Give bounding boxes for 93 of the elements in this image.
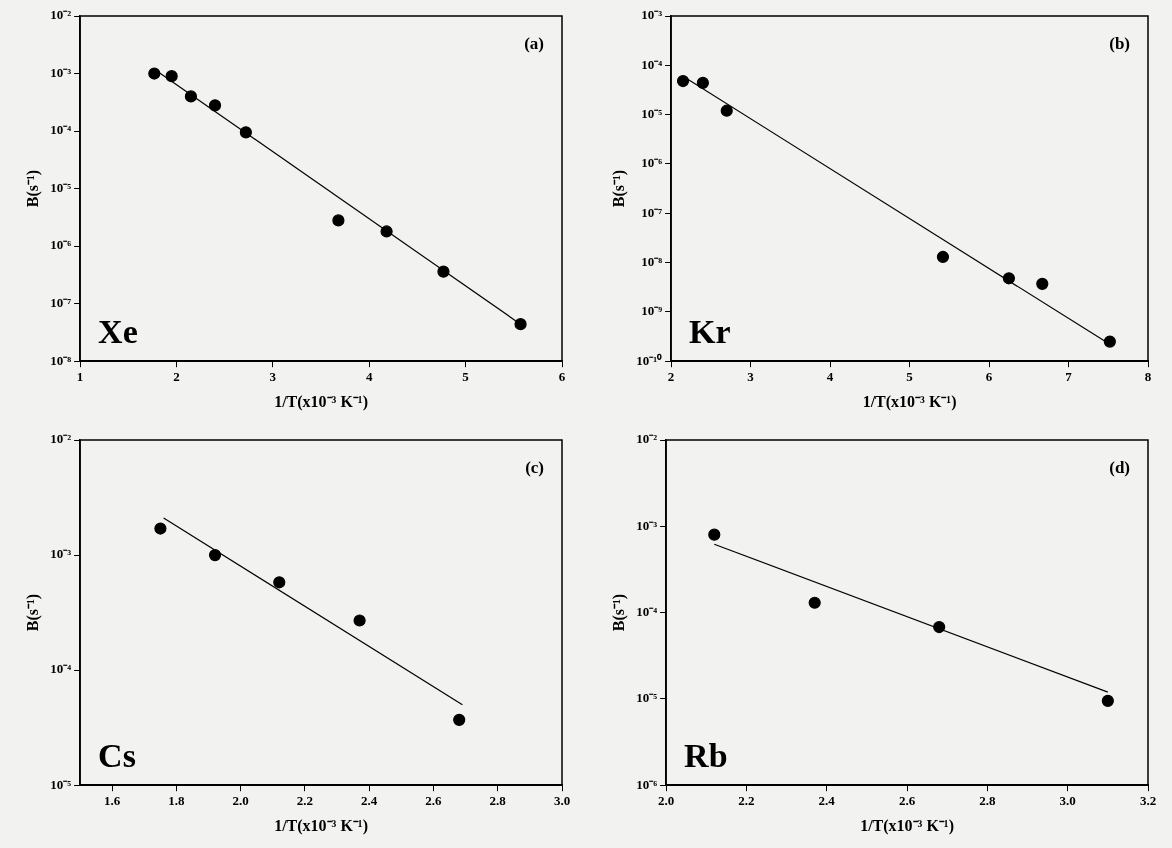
y-axis-title: B(s⁻¹) <box>23 169 42 208</box>
point <box>1036 277 1049 290</box>
point <box>353 614 366 627</box>
x-tick-label: 2 <box>173 369 180 385</box>
point <box>808 596 821 609</box>
y-axis-title: B(s⁻¹) <box>609 593 628 632</box>
point <box>936 250 950 264</box>
annotation: Xe <box>98 312 138 350</box>
x-tick-label: 5 <box>906 369 914 385</box>
point <box>148 67 161 80</box>
x-tick-label: 2.2 <box>738 793 755 809</box>
x-tick-label: 2 <box>667 369 675 385</box>
point <box>1002 272 1015 285</box>
point <box>453 713 466 726</box>
x-tick-label: 6 <box>985 369 993 385</box>
x-tick-label: 2.8 <box>979 793 996 809</box>
point <box>165 70 178 83</box>
y-tick-label: 10⁻⁶ <box>50 237 72 253</box>
x-axis-title: 1/T(x10⁻³ K⁻¹) <box>274 392 368 411</box>
point <box>720 104 733 117</box>
x-axis-title: 1/T(x10⁻³ K⁻¹) <box>860 816 954 835</box>
point <box>514 318 527 331</box>
point <box>380 225 393 238</box>
y-tick-label: 10⁻⁵ <box>50 179 72 195</box>
point <box>332 214 345 227</box>
point <box>208 99 222 112</box>
y-tick-label: 10⁻⁶ <box>641 155 663 171</box>
x-tick-label: 5 <box>462 369 470 385</box>
x-tick-label: 2.6 <box>425 793 443 809</box>
x-tick-label: 2.4 <box>361 793 378 809</box>
point <box>208 548 222 562</box>
y-tick-label: 10⁻³ <box>50 546 72 562</box>
y-tick-label: 10⁻² <box>50 431 72 447</box>
x-axis-title: 1/T(x10⁻³ K⁻¹) <box>274 816 368 835</box>
y-tick-label: 10⁻² <box>50 7 72 23</box>
y-tick-label: 10⁻⁵ <box>641 105 663 121</box>
x-tick-label: 1.6 <box>104 793 121 809</box>
point <box>933 620 946 634</box>
y-tick-label: 10⁻³ <box>641 7 663 23</box>
y-tick-label: 10⁻⁴ <box>50 122 72 138</box>
point <box>708 528 721 541</box>
x-tick-label: 2.4 <box>818 793 836 809</box>
x-tick-label: 2.0 <box>232 793 249 809</box>
y-tick-label: 10⁻⁵ <box>636 690 658 706</box>
y-tick-label: 10⁻⁸ <box>641 253 663 269</box>
x-tick-label: 3.0 <box>1059 793 1076 809</box>
point <box>437 265 450 278</box>
y-tick-label: 10⁻¹⁰ <box>636 352 663 368</box>
x-axis-title: 1/T(x10⁻³ K⁻¹) <box>862 392 957 411</box>
point <box>696 76 709 89</box>
y-tick-label: 10⁻⁴ <box>50 661 72 677</box>
x-tick-label: 3.2 <box>1139 793 1157 809</box>
x-tick-label: 2.0 <box>657 793 675 809</box>
y-tick-label: 10⁻³ <box>50 64 72 80</box>
y-axis-title: B(s⁻¹) <box>609 169 628 208</box>
y-tick-label: 10⁻³ <box>636 517 658 533</box>
point <box>1101 694 1114 707</box>
annotation: (b) <box>1109 33 1130 53</box>
point <box>273 576 286 589</box>
annotation: (c) <box>525 457 544 477</box>
y-tick-label: 10⁻² <box>636 431 658 447</box>
annotation: (a) <box>524 33 544 53</box>
x-tick-label: 4 <box>826 369 834 385</box>
point <box>184 90 198 103</box>
x-tick-label: 1.8 <box>168 793 186 809</box>
x-tick-label: 3 <box>269 369 277 385</box>
y-tick-label: 10⁻⁶ <box>636 776 658 792</box>
x-tick-label: 4 <box>365 369 373 385</box>
y-tick-label: 10⁻⁴ <box>636 603 658 619</box>
annotation: Cs <box>98 736 136 774</box>
x-tick-label: 2.6 <box>898 793 916 809</box>
annotation: Kr <box>689 312 731 350</box>
annotation: (d) <box>1109 457 1130 477</box>
x-tick-label: 6 <box>558 369 566 385</box>
x-tick-label: 2.8 <box>489 793 507 809</box>
y-tick-label: 10⁻⁸ <box>50 352 72 368</box>
x-tick-label: 3 <box>747 369 755 385</box>
x-tick-label: 8 <box>1144 369 1152 385</box>
x-tick-label: 1 <box>76 369 84 385</box>
y-tick-label: 10⁻⁴ <box>641 56 663 72</box>
point <box>154 522 167 535</box>
x-tick-label: 2.2 <box>296 793 314 809</box>
y-tick-label: 10⁻⁷ <box>641 204 663 220</box>
annotation: Rb <box>684 736 728 774</box>
point <box>1103 335 1116 348</box>
point <box>239 126 252 139</box>
point <box>676 74 690 88</box>
x-tick-label: 7 <box>1065 369 1073 385</box>
x-tick-label: 3.0 <box>553 793 571 809</box>
y-tick-label: 10⁻⁹ <box>641 303 663 319</box>
y-axis-title: B(s⁻¹) <box>23 593 42 632</box>
y-tick-label: 10⁻⁵ <box>50 776 72 792</box>
y-tick-label: 10⁻⁷ <box>50 295 72 311</box>
